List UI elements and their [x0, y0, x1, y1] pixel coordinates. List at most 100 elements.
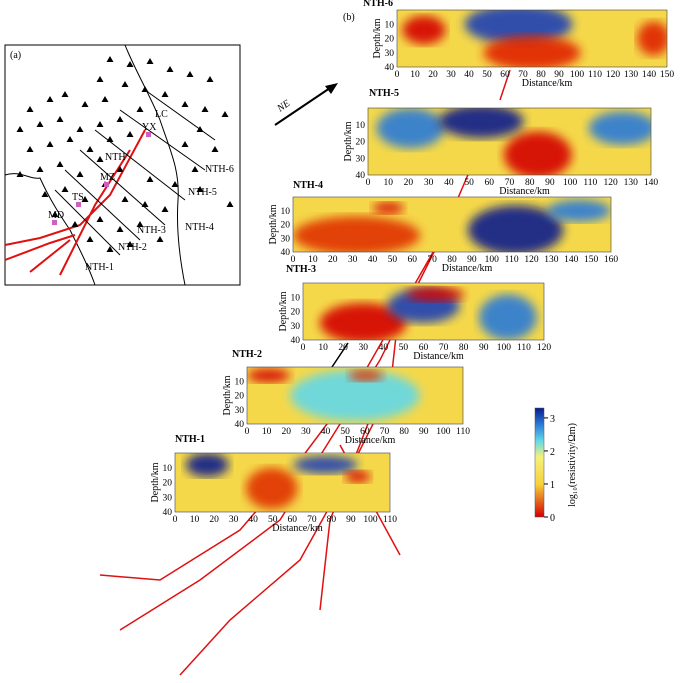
- tick tick: 100: [563, 178, 578, 188]
- station: [126, 241, 134, 247]
- map-boundary: [124, 44, 186, 286]
- panel-label: (a): [10, 50, 21, 61]
- tick tick: 50: [482, 70, 492, 80]
- axis-label: Distance/km: [499, 186, 550, 197]
- station: [66, 136, 74, 142]
- tick: 10: [163, 464, 173, 474]
- town-marker: [76, 202, 81, 207]
- station: [106, 246, 114, 252]
- tick tick: 80: [459, 343, 469, 353]
- station: [121, 196, 129, 202]
- station: [201, 106, 209, 112]
- tick tick: 120: [537, 343, 552, 353]
- tick tick: 60: [288, 515, 298, 525]
- tick tick: 110: [383, 515, 397, 525]
- town-label: MZ: [100, 172, 115, 183]
- map-frame: [4, 44, 241, 286]
- tick tick: 130: [544, 255, 559, 265]
- stations: [16, 56, 234, 252]
- station: [146, 58, 154, 64]
- line-label: NTH-1: [85, 262, 114, 273]
- tick tick: 90: [554, 70, 564, 80]
- station: [41, 191, 49, 197]
- tick tick: 40: [368, 255, 378, 265]
- tick tick: 50: [340, 427, 350, 437]
- tick tick: 140: [644, 178, 659, 188]
- tick tick: 40: [444, 178, 454, 188]
- resistivity-body: [245, 467, 298, 510]
- line-label: NTH: [105, 152, 126, 163]
- tick tick: 30: [359, 343, 369, 353]
- tick tick: 60: [360, 427, 370, 437]
- station: [26, 106, 34, 112]
- resistivity-body: [478, 294, 537, 340]
- profile-name: NTH-4: [293, 180, 323, 191]
- tick tick: 20: [428, 70, 438, 80]
- station: [116, 166, 124, 172]
- tick: 30: [356, 154, 366, 164]
- station: [76, 171, 84, 177]
- tick tick: 150: [584, 255, 599, 265]
- tick: 20: [356, 138, 366, 148]
- resistivity-body: [319, 302, 407, 340]
- resistivity-body: [467, 205, 564, 252]
- station: [186, 71, 194, 77]
- tick: 20: [385, 35, 395, 45]
- ne-arrowhead: [325, 83, 338, 94]
- tick tick: 70: [505, 178, 515, 188]
- tick tick: 0: [291, 255, 296, 265]
- tick tick: 0: [301, 343, 306, 353]
- axis-label: Depth/km: [278, 291, 289, 331]
- station: [121, 81, 129, 87]
- station: [76, 126, 84, 132]
- survey-line: [54, 189, 121, 256]
- tick tick: 50: [268, 515, 278, 525]
- tick tick: 100: [363, 515, 378, 525]
- station: [51, 211, 59, 217]
- resistivity-body: [438, 108, 524, 139]
- tick tick: 0: [395, 70, 400, 80]
- station: [81, 101, 89, 107]
- tick tick: 70: [439, 343, 449, 353]
- resistivity-body: [376, 108, 445, 149]
- tick: 30: [281, 234, 291, 244]
- tick tick: 10: [410, 70, 420, 80]
- tick tick: 130: [624, 178, 639, 188]
- tick tick: 80: [536, 70, 546, 80]
- resistivity-body: [402, 15, 446, 45]
- station: [61, 186, 69, 192]
- tick tick: 30: [301, 427, 311, 437]
- section-frame: [367, 107, 652, 176]
- tick tick: 110: [505, 255, 519, 265]
- tick tick: 120: [603, 178, 618, 188]
- tick tick: 50: [464, 178, 474, 188]
- tick: 10: [291, 293, 301, 303]
- tick tick: 50: [399, 343, 409, 353]
- station: [36, 166, 44, 172]
- tick tick: 20: [209, 515, 219, 525]
- resistivity-body: [293, 216, 421, 252]
- colorbar-tick-label: 0: [550, 513, 555, 524]
- survey-line: [119, 109, 206, 171]
- panel-label: (b): [343, 12, 355, 23]
- survey-line: [144, 89, 216, 141]
- tick: 40: [356, 171, 366, 181]
- tick tick: 160: [604, 255, 619, 265]
- resistivity-body: [483, 35, 581, 67]
- station: [26, 146, 34, 152]
- line-label: NTH-2: [118, 242, 147, 253]
- station: [206, 76, 214, 82]
- tick tick: 140: [564, 255, 579, 265]
- profile-name: NTH-3: [286, 264, 316, 275]
- tick tick: 30: [424, 178, 434, 188]
- tick tick: 0: [366, 178, 371, 188]
- tick tick: 10: [262, 427, 272, 437]
- tick tick: 30: [348, 255, 358, 265]
- station: [101, 96, 109, 102]
- station: [46, 96, 54, 102]
- tick tick: 20: [404, 178, 414, 188]
- tick: 40: [163, 508, 173, 518]
- station: [16, 171, 24, 177]
- profile-name: NTH-1: [175, 434, 205, 445]
- colorbar-label: log₁₀(resistivity/Ωm): [567, 423, 578, 507]
